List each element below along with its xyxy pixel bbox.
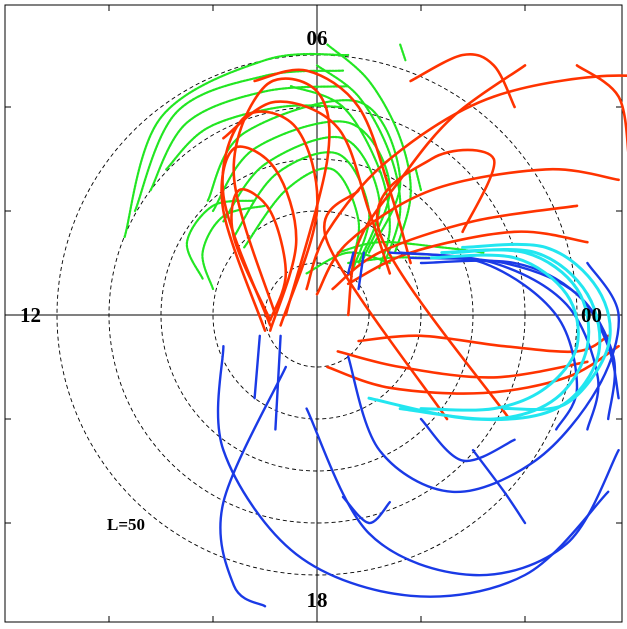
axis-ticks bbox=[5, 5, 622, 622]
blue-trace-11 bbox=[471, 449, 527, 525]
mlt-label-12: 12 bbox=[20, 303, 41, 327]
cyan-trace-2 bbox=[367, 248, 602, 422]
mlt-labels: 06 00 18 12 bbox=[20, 26, 602, 612]
mlt-label-18: 18 bbox=[307, 588, 328, 612]
green-trace-18 bbox=[414, 168, 423, 192]
green-trace-16 bbox=[305, 251, 391, 275]
red-trace-6 bbox=[305, 74, 627, 291]
l-shell-label: L=50 bbox=[107, 515, 145, 534]
crosshair bbox=[5, 5, 622, 622]
blue-trace-13 bbox=[347, 251, 355, 275]
red-trace-14 bbox=[575, 64, 627, 153]
mlt-label-06: 06 bbox=[307, 26, 328, 50]
red-trace-4 bbox=[222, 100, 392, 275]
red-trace-15 bbox=[375, 148, 511, 421]
red-trace-9 bbox=[346, 230, 589, 286]
green-trace-17 bbox=[399, 43, 407, 62]
red-trace-17 bbox=[346, 64, 527, 317]
blue-trace-12 bbox=[341, 495, 391, 525]
green-trace-9 bbox=[185, 199, 256, 280]
red-trace-1 bbox=[221, 110, 319, 327]
cyan-trace-3 bbox=[461, 242, 612, 412]
trajectory-traces bbox=[123, 43, 627, 608]
blue-trace-8 bbox=[253, 334, 261, 400]
cyan-trace-0 bbox=[419, 253, 580, 412]
blue-trace-9 bbox=[274, 334, 282, 431]
mlt-label-00: 00 bbox=[581, 303, 602, 327]
blue-trace-7 bbox=[219, 365, 287, 608]
red-trace-2 bbox=[220, 145, 298, 332]
red-trace-11 bbox=[336, 350, 589, 379]
red-trace-8 bbox=[331, 204, 579, 291]
blue-trace-6 bbox=[216, 345, 610, 598]
red-trace-5 bbox=[253, 68, 412, 265]
green-trace-0 bbox=[123, 52, 350, 239]
blue-trace-4 bbox=[347, 261, 620, 494]
green-trace-10 bbox=[201, 204, 267, 291]
blue-trace-10 bbox=[419, 417, 516, 463]
red-trace-13 bbox=[409, 53, 516, 109]
red-trace-3 bbox=[230, 187, 288, 322]
green-trace-12 bbox=[315, 64, 402, 265]
blue-trace-14 bbox=[357, 251, 365, 291]
plot-frame bbox=[4, 4, 623, 623]
red-trace-16 bbox=[323, 188, 449, 421]
red-trace-0 bbox=[232, 77, 331, 317]
cyan-series bbox=[367, 242, 612, 422]
red-trace-7 bbox=[315, 167, 620, 296]
green-trace-11 bbox=[326, 43, 412, 254]
